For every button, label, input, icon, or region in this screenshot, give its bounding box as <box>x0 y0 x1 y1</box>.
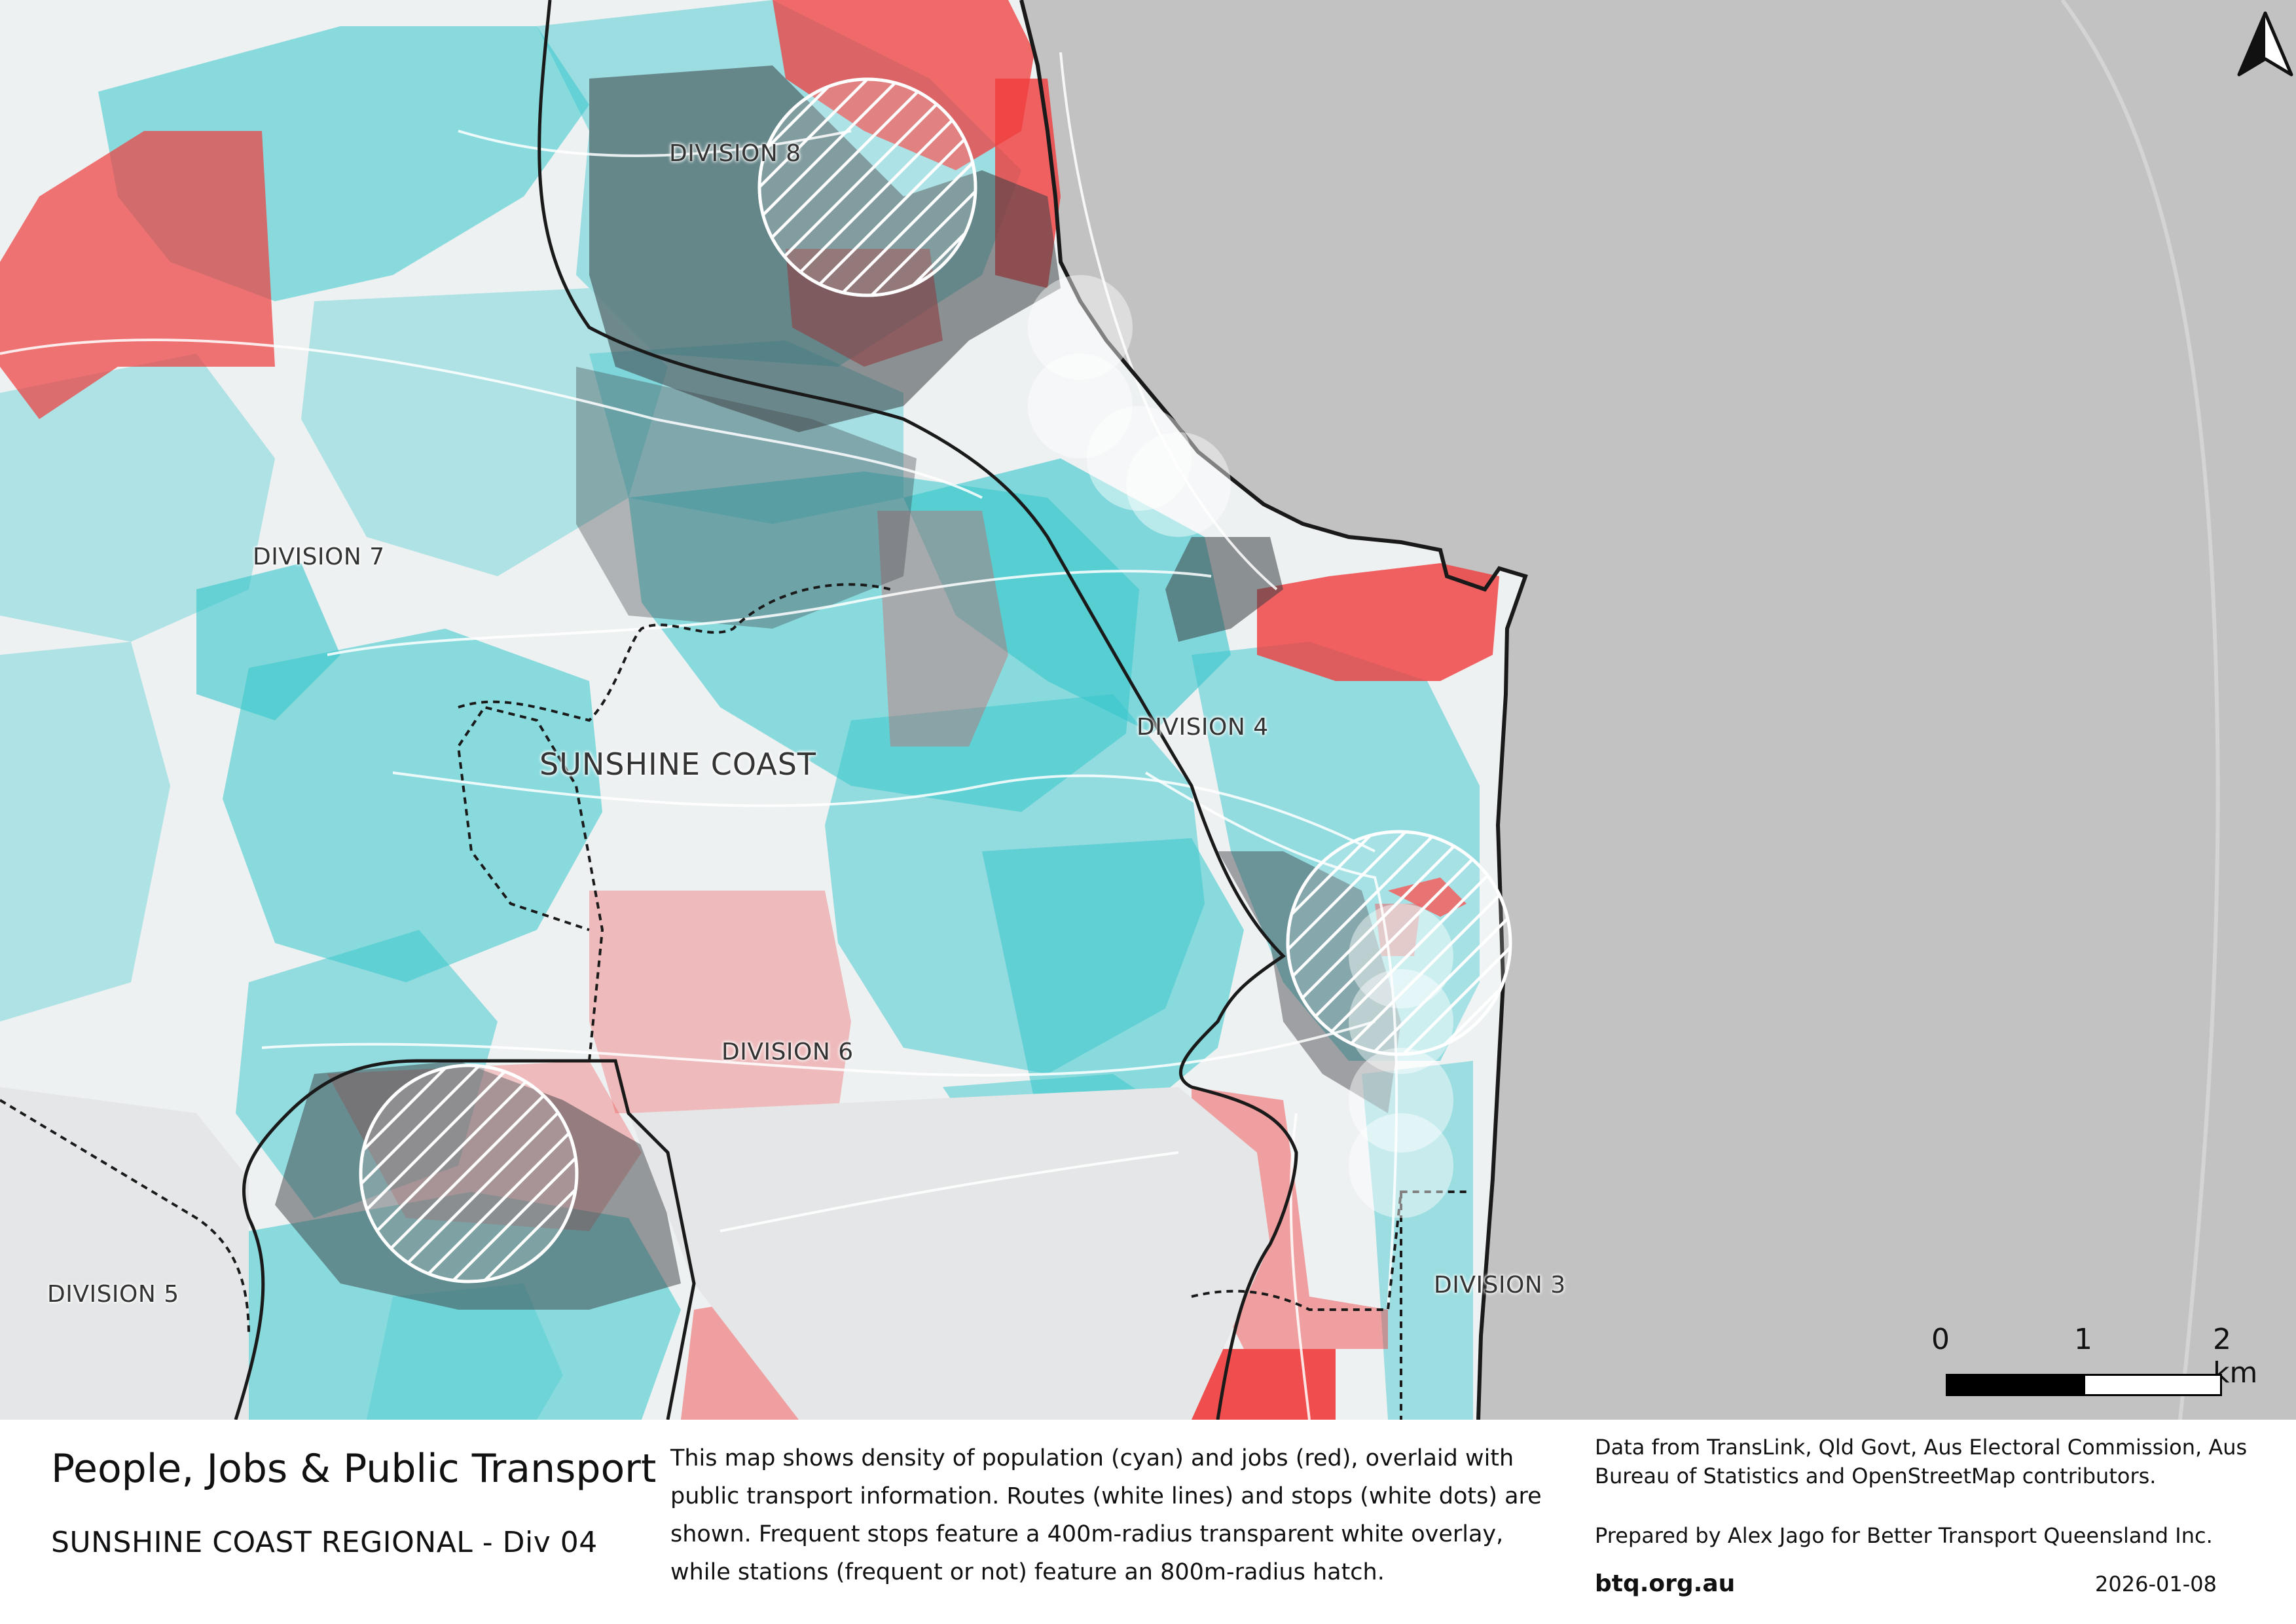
division-7-label: DIVISION 7 <box>253 544 385 570</box>
division-8-label: DIVISION 8 <box>669 140 801 167</box>
map-area[interactable]: DIVISION 8 DIVISION 7 DIVISION 4 SUNSHIN… <box>0 0 2296 1420</box>
prepared-by: Prepared by Alex Jago for Better Transpo… <box>1595 1523 2213 1548</box>
division-4-label: DIVISION 4 <box>1137 714 1269 741</box>
road-network <box>0 52 1398 1420</box>
sea-contour <box>2060 0 2220 1420</box>
division-5-label: DIVISION 5 <box>47 1281 179 1308</box>
undeveloped-land <box>0 1087 1270 1420</box>
boundary-lines <box>0 0 1528 1420</box>
sea <box>1021 0 2296 1420</box>
map-description: This map shows density of population (cy… <box>670 1445 1542 1585</box>
division-6-label: DIVISION 6 <box>721 1039 854 1065</box>
scale-segment-white <box>2083 1374 2222 1396</box>
scale-bar: 0 1 2 km <box>1931 1323 2257 1414</box>
map-canvas <box>0 0 2296 1420</box>
footer: People, Jobs & Public Transport SUNSHINE… <box>0 1420 2296 1624</box>
website-link[interactable]: btq.org.au <box>1595 1570 1736 1597</box>
map-subtitle: SUNSHINE COAST REGIONAL - Div 04 <box>51 1526 598 1559</box>
station-hatches <box>359 77 1512 1283</box>
sunshine-coast-label: SUNSHINE COAST <box>539 747 817 782</box>
scale-tick-0: 0 <box>1931 1323 1950 1356</box>
scale-segment-black <box>1946 1374 2085 1396</box>
division-3-label: DIVISION 3 <box>1434 1272 1566 1299</box>
map-date: 2026-01-08 <box>2095 1572 2217 1596</box>
data-credits: Data from TransLink, Qld Govt, Aus Elect… <box>1595 1435 2248 1488</box>
map-title: People, Jobs & Public Transport <box>51 1446 657 1492</box>
north-arrow-icon <box>2237 11 2293 77</box>
scale-tick-1: 1 <box>2074 1323 2092 1356</box>
